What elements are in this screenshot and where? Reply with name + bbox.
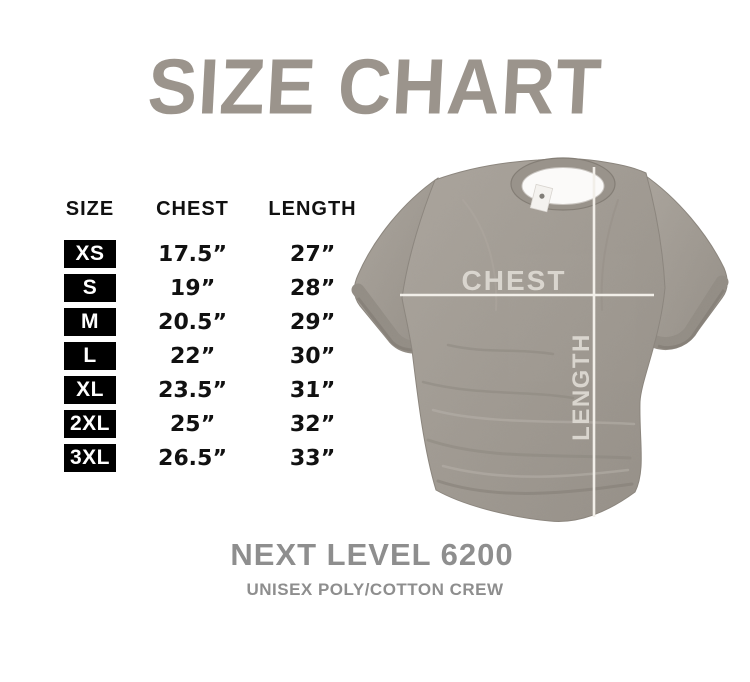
product-subtitle: UNISEX POLY/COTTON CREW [246,580,504,599]
chest-value: 17.5” [157,241,228,267]
column-header-length: LENGTH [268,197,357,220]
table-row: XL 23.5” 31” [55,376,367,404]
wrinkle-shading [421,199,636,495]
table-row: L 22” 30” [55,342,367,370]
size-badge: S [64,274,116,302]
size-badge: 3XL [64,444,116,472]
size-badge: M [64,308,116,336]
table-row: M 20.5” 29” [55,308,367,336]
table-row: 2XL 25” 32” [55,410,367,438]
chest-value: 25” [169,411,216,437]
length-measure-label: LENGTH [568,333,595,441]
chest-value: 22” [169,343,216,369]
tshirt-illustration: CHEST LENGTH [351,157,729,522]
chest-value: 19” [169,275,216,301]
table-row: XS 17.5” 27” [55,240,367,268]
column-header-chest: CHEST [156,197,229,220]
chest-measure-label: CHEST [462,265,567,296]
table-row: 3XL 26.5” 33” [55,444,367,472]
product-name: NEXT LEVEL 6200 [230,537,514,572]
size-badge: XL [64,376,116,404]
page-title: SIZE CHART [145,42,605,131]
chest-value: 20.5” [157,309,228,335]
collar [510,157,616,213]
neck-tag [529,183,554,213]
size-badge: XS [64,240,116,268]
size-badge: L [64,342,116,370]
table-header-row: SIZE CHEST LENGTH [55,196,367,222]
chest-value: 26.5” [157,445,228,471]
tshirt-photo: CHEST LENGTH [338,140,738,530]
chest-value: 23.5” [157,377,228,403]
size-table: SIZE CHEST LENGTH XS 17.5” 27” S 19” 28”… [55,196,367,478]
column-header-size: SIZE [65,197,115,220]
table-row: S 19” 28” [55,274,367,302]
size-badge: 2XL [64,410,116,438]
